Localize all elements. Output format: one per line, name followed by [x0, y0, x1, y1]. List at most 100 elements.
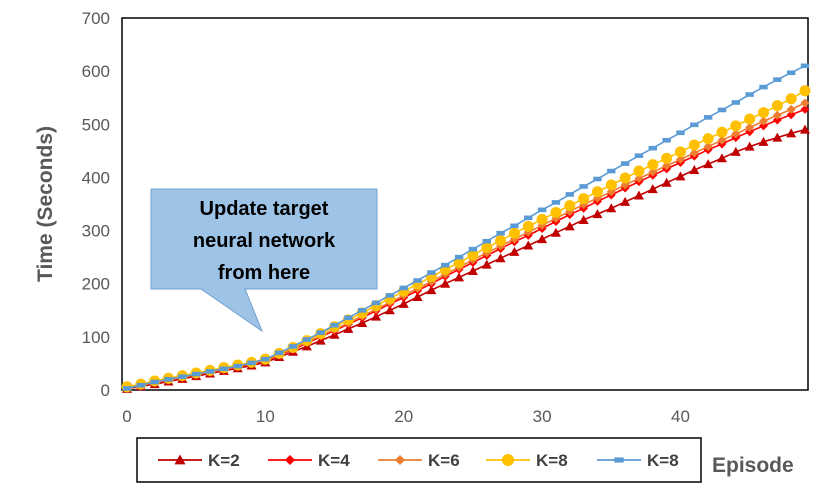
data-point	[647, 159, 659, 171]
legend-label: K=8	[647, 451, 679, 470]
data-point	[426, 285, 437, 295]
data-point	[344, 315, 353, 321]
data-point	[689, 148, 699, 158]
data-point	[481, 242, 493, 254]
data-point	[454, 272, 465, 282]
data-point	[648, 145, 657, 151]
data-point	[730, 146, 741, 156]
legend-marker	[614, 457, 624, 463]
data-point	[358, 307, 367, 313]
data-point	[565, 192, 574, 197]
data-point	[773, 77, 782, 82]
data-point	[481, 259, 492, 269]
legend-item: K=8	[597, 451, 679, 470]
callout-shape	[150, 188, 378, 333]
data-point	[661, 152, 673, 164]
data-point	[357, 318, 368, 328]
data-point	[800, 98, 810, 108]
legend: K=2 K=4 K=6 K=8 K=8	[158, 451, 679, 470]
data-point	[564, 200, 576, 212]
data-point	[550, 207, 562, 219]
y-tick-label: 300	[82, 222, 110, 241]
data-point	[731, 100, 741, 105]
data-point	[467, 265, 478, 275]
data-point	[744, 113, 756, 125]
series-layer	[121, 63, 811, 393]
data-point	[800, 63, 810, 69]
x-tick-label: 10	[256, 407, 275, 426]
data-point	[662, 137, 671, 143]
data-point	[150, 379, 159, 385]
data-point	[509, 246, 520, 256]
data-point	[413, 278, 422, 283]
data-point	[786, 110, 796, 120]
data-point	[302, 337, 312, 342]
data-point	[495, 253, 506, 263]
y-tick-label: 500	[82, 115, 110, 134]
x-tick-label: 0	[122, 407, 131, 426]
data-point	[523, 240, 534, 250]
data-point	[620, 196, 631, 206]
data-point	[578, 214, 589, 224]
data-point	[122, 386, 132, 391]
data-point	[785, 93, 797, 105]
data-point	[467, 249, 479, 261]
data-point	[772, 110, 782, 120]
data-point	[385, 293, 395, 298]
data-point	[233, 363, 242, 369]
legend-label: K=4	[318, 451, 350, 470]
data-point	[730, 120, 742, 132]
data-point	[508, 227, 520, 239]
data-point	[731, 129, 741, 139]
data-point	[634, 173, 644, 183]
data-point	[399, 285, 408, 291]
data-point	[205, 369, 215, 374]
data-point	[772, 115, 782, 125]
data-point	[261, 356, 270, 362]
legend-marker	[285, 455, 295, 465]
data-point	[800, 104, 810, 114]
data-point	[786, 128, 797, 138]
y-axis-title: Time (Seconds)	[34, 126, 57, 282]
callout-line-2: neural network	[193, 230, 336, 252]
data-point	[578, 193, 590, 205]
legend-marker	[502, 454, 514, 466]
legend-marker	[174, 454, 186, 465]
data-point	[772, 132, 783, 142]
data-point	[689, 164, 700, 174]
data-point	[703, 142, 713, 152]
data-point	[412, 292, 423, 301]
y-tick-label: 100	[82, 328, 110, 347]
series-5	[122, 63, 810, 391]
data-point	[592, 209, 603, 219]
legend-item: K=8	[486, 451, 568, 470]
legend-item: K=2	[158, 451, 240, 470]
data-point	[786, 104, 796, 114]
x-axis-title: Episode	[712, 454, 794, 477]
data-point	[398, 298, 409, 308]
data-point	[633, 165, 645, 177]
data-point	[164, 377, 173, 382]
data-point	[716, 153, 727, 163]
data-point	[316, 330, 325, 335]
data-point	[537, 207, 547, 213]
data-point	[178, 374, 187, 380]
data-point	[440, 278, 451, 288]
data-point	[717, 135, 727, 145]
data-point	[579, 184, 588, 189]
annotation-callout: Update target neural network from here	[150, 188, 378, 333]
data-point	[536, 213, 548, 225]
data-point	[759, 84, 768, 90]
data-point	[136, 382, 146, 388]
y-tick-label: 0	[101, 381, 110, 400]
data-point	[745, 92, 754, 97]
data-point	[703, 115, 713, 120]
data-point	[758, 121, 768, 131]
data-point	[454, 254, 464, 260]
legend-marker	[395, 455, 405, 465]
data-point	[371, 311, 382, 321]
data-point	[330, 322, 339, 328]
data-point	[619, 172, 631, 184]
data-point	[591, 186, 603, 198]
